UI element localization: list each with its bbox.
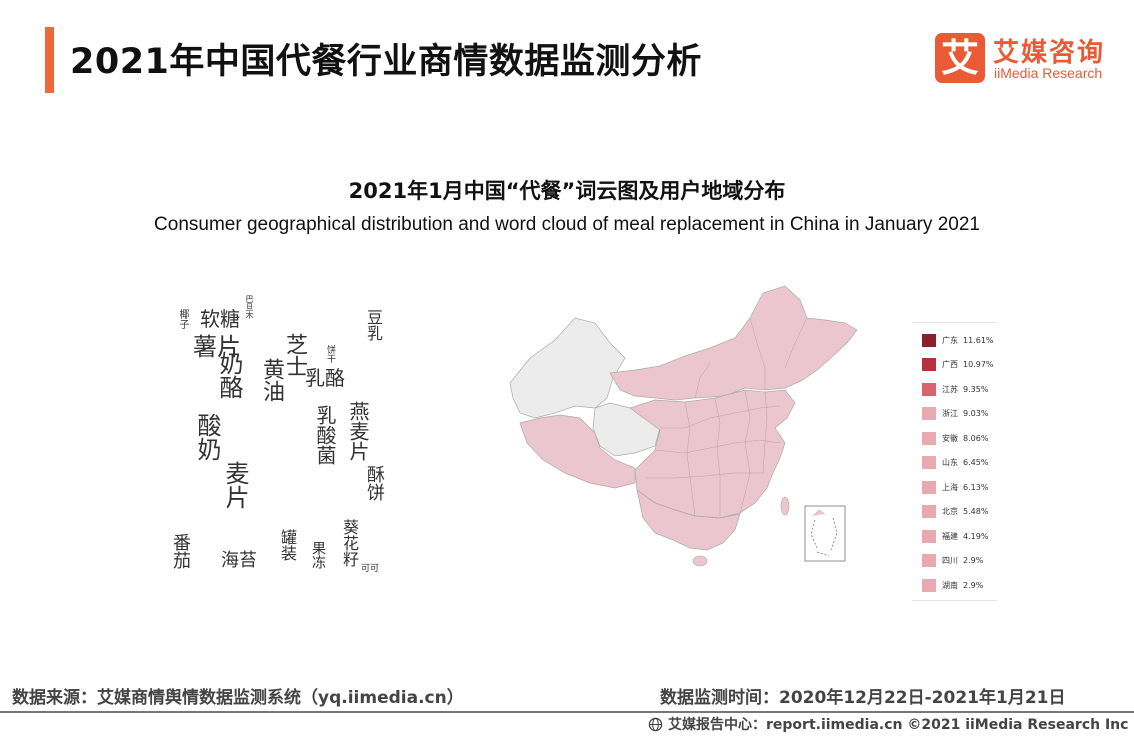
legend-item-6: 上海 6.13% [922,480,988,494]
logo-english-name: iiMedia Research [994,65,1103,81]
legend-region-value: 4.19% [963,531,989,541]
legend-item-9: 四川 2.9% [922,554,983,568]
legend-swatch [922,480,936,494]
legend-region-name: 上海 [942,482,958,492]
legend-swatch [922,505,936,518]
region-xinjiang [509,317,626,419]
word-芝士: 芝士 [282,333,307,377]
word-酥饼: 酥饼 [364,465,385,501]
footer-credit: 艾媒报告中心：report.iimedia.cn ©2021 iiMedia R… [648,714,1128,734]
legend-swatch [922,333,936,347]
logo-chinese-name: 艾媒咨询 [993,38,1106,68]
legend-region-name: 浙江 [942,409,958,418]
word-麦片: 麦片 [221,461,249,509]
legend-item-1: 广西 10.97% [922,358,994,372]
legend-region-value: 8.06% [963,433,989,443]
legend-region-value: 10.97% [963,360,994,369]
south-china-sea-inset [804,505,846,562]
legend-region-value: 5.48% [963,507,989,516]
region-central-east [629,389,796,519]
region-hainan [692,555,708,567]
legend-item-3: 浙江 9.03% [922,407,988,421]
word-燕麦片: 燕麦片 [346,401,370,461]
legend-region-value: 2.9% [963,556,984,565]
iimedia-logo: 艾 艾媒咨询 iiMedia Research [935,33,1125,85]
legend-region-name: 山东 [942,458,958,467]
footer-divider [0,711,1134,713]
province-boundaries [645,317,808,518]
word-可可: 可可 [361,564,380,574]
region-taiwan [780,496,790,516]
legend-region-name: 江苏 [942,384,958,394]
legend-region-value: 6.45% [963,458,989,467]
globe-icon [648,717,663,731]
word-乳酸菌: 乳酸菌 [313,405,337,465]
logo-mark-icon: 艾 [935,33,985,83]
word-巴旦木: 巴旦木 [245,295,254,319]
legend-swatch [922,554,936,567]
word-软糖: 软糖 [200,307,240,331]
legend-region-value: 9.03% [963,409,989,418]
legend-item-7: 北京 5.48% [922,505,988,519]
word-酸奶: 酸奶 [193,413,221,461]
word-奶酪: 奶酪 [215,351,243,399]
legend-region-name: 安徽 [942,433,958,443]
legend-region-value: 9.35% [963,384,989,394]
legend-region-value: 11.61% [963,335,994,345]
legend-item-2: 江苏 9.35% [922,382,988,396]
legend-swatch [922,456,936,469]
legend-region-value: 6.13% [963,482,989,492]
legend-region-name: 福建 [942,531,958,541]
word-薯片: 薯片 [193,333,241,361]
word-葵花籽: 葵花籽 [340,519,359,567]
legend-item-0: 广东 11.61% [922,333,994,347]
word-番茄: 番茄 [170,533,191,569]
legend-region-name: 广东 [942,335,958,345]
legend-region-value: 2.9% [963,580,984,590]
word-饼干: 饼干 [325,345,335,363]
map-legend: 广东 11.61% 广西 10.97% 江苏 9.35% 浙江 9.03% 安徽 8.06% 山东 6… [912,322,997,601]
word-乳酪: 乳酪 [305,366,345,390]
legend-swatch [922,358,936,371]
region-south [636,489,741,551]
legend-item-8: 福建 4.19% [922,529,988,543]
legend-item-10: 湖南 2.9% [922,578,983,592]
word-果冻: 果冻 [310,541,326,569]
legend-swatch [922,382,936,396]
word-cloud: 海苔 奶酪 薯片 麦片 酸奶 黄油 芝士 乳酪 软糖 燕麦片 乳酸菌 豆乳 番茄… [165,293,395,583]
legend-swatch [922,431,936,445]
legend-swatch [922,578,936,592]
chart-title: 2021年1月中国“代餐”词云图及用户地域分布 [348,179,786,203]
legend-item-4: 安徽 8.06% [922,431,988,445]
word-海苔: 海苔 [221,550,257,571]
legend-item-5: 山东 6.45% [922,456,988,470]
legend-region-name: 北京 [942,507,958,516]
data-source: 数据来源：艾媒商情舆情数据监测系统（yq.iimedia.cn） [12,688,464,708]
legend-region-name: 湖南 [942,580,958,590]
chart-subtitle: Consumer geographical distribution and w… [154,214,980,235]
title-accent-bar [45,27,54,93]
legend-swatch [922,407,936,420]
legend-swatch [922,529,936,543]
page-title: 2021年中国代餐行业商情数据监测分析 [70,42,702,82]
word-黄油: 黄油 [259,358,284,402]
region-north [609,285,858,401]
region-tibet [519,414,636,489]
monitoring-period: 数据监测时间：2020年12月22日-2021年1月21日 [660,688,1066,708]
legend-region-name: 四川 [942,556,958,565]
word-罐装: 罐装 [278,529,297,561]
legend-region-name: 广西 [942,360,958,369]
china-province-map [509,285,858,567]
footer-credit-text: 艾媒报告中心：report.iimedia.cn ©2021 iiMedia R… [668,717,1129,733]
word-豆乳: 豆乳 [364,309,383,341]
word-椰子: 椰子 [177,309,188,329]
